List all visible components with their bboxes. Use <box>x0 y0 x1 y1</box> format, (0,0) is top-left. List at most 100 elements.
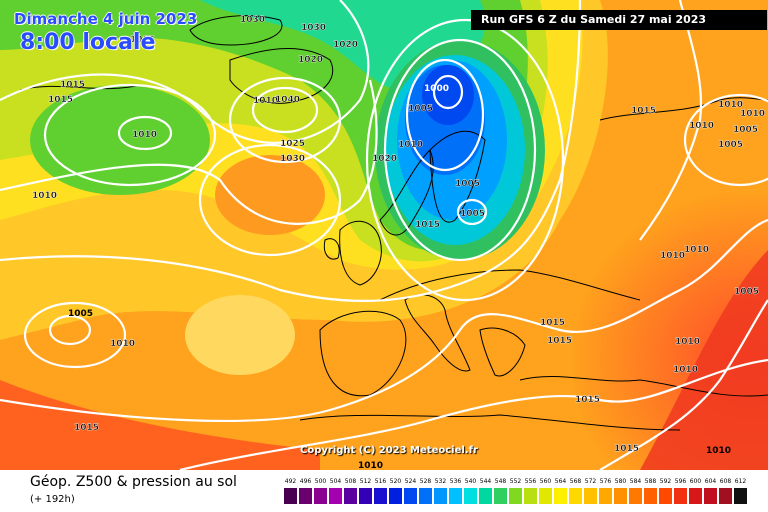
isobar-label: 1015 <box>48 95 73 105</box>
scale-label: 572 <box>584 478 597 485</box>
scale-swatch <box>284 488 297 504</box>
scale-swatch <box>704 488 717 504</box>
isobar-label: 1030 <box>301 23 326 33</box>
isobar-label: 1015 <box>540 318 565 328</box>
isobar-label: 1020 <box>372 154 397 164</box>
scale-label: 520 <box>389 478 402 485</box>
isobar-label: 1005 <box>718 140 743 150</box>
isobar-label: 1015 <box>60 80 85 90</box>
isobar-label: 1005 <box>408 104 433 114</box>
isobar-label: 1025 <box>280 139 305 149</box>
field-azores-light <box>185 295 295 375</box>
isobar-label: 1030 <box>280 154 305 164</box>
scale-swatch <box>584 488 597 504</box>
isobar-label: 1010 <box>673 365 698 375</box>
scale-label: 540 <box>464 478 477 485</box>
coastlines <box>19 15 768 431</box>
isobar-label: 1010 <box>718 100 743 110</box>
scale-label: 604 <box>704 478 717 485</box>
isobar-label: 1005 <box>460 209 485 219</box>
scale-label: 536 <box>449 478 462 485</box>
isobar-label: 1005 <box>68 309 93 319</box>
scale-label: 516 <box>374 478 387 485</box>
scale-label: 588 <box>644 478 657 485</box>
scale-label: 500 <box>314 478 327 485</box>
isobar-label: 1015 <box>130 35 155 45</box>
isobar-label: 1005 <box>734 287 759 297</box>
isobar-label: 1000 <box>424 84 449 94</box>
isobar-label: 1010 <box>358 461 383 470</box>
scale-swatch <box>674 488 687 504</box>
scale-label: 580 <box>614 478 627 485</box>
scale-swatch <box>509 488 522 504</box>
scale-swatch <box>344 488 357 504</box>
isobar-label: 1010 <box>32 191 57 201</box>
isobar-label: 1010 <box>110 339 135 349</box>
scale-swatch <box>614 488 627 504</box>
scale-swatch <box>734 488 747 504</box>
scale-swatch <box>524 488 537 504</box>
scale-swatch <box>389 488 402 504</box>
scale-label: 512 <box>359 478 372 485</box>
isobar-label: 1015 <box>74 423 99 433</box>
scale-swatch <box>299 488 312 504</box>
model-run-banner: Run GFS 6 Z du Samedi 27 mai 2023 <box>471 10 767 30</box>
field-trough-core <box>422 65 474 125</box>
scale-swatch <box>554 488 567 504</box>
scale-swatch <box>659 488 672 504</box>
isobar-label: 1015 <box>575 395 600 405</box>
scale-label: 576 <box>599 478 612 485</box>
scale-swatch <box>419 488 432 504</box>
isobar-label: 1010 <box>132 130 157 140</box>
isobar-label: 1010 <box>660 251 685 261</box>
scale-label: 556 <box>524 478 537 485</box>
isobar-label: 1030 <box>240 15 265 25</box>
scale-label: 584 <box>629 478 642 485</box>
scale-swatch <box>599 488 612 504</box>
isobar-label: 1005 <box>455 179 480 189</box>
scale-swatch <box>644 488 657 504</box>
field-green-atlantic <box>30 85 210 195</box>
copyright-notice: Copyright (C) 2023 Meteociel.fr <box>300 445 478 456</box>
isobar-label: 1010 <box>675 337 700 347</box>
field-south-red <box>0 380 320 470</box>
scale-label: 608 <box>719 478 732 485</box>
pressure-map: 1030 1030 1015 1020 1015 1015 1010 1010 … <box>0 0 768 470</box>
scale-swatch <box>359 488 372 504</box>
forecast-date: Dimanche 4 juin 2023 <box>14 10 198 28</box>
scale-swatch <box>629 488 642 504</box>
isobar-label: 1015 <box>614 444 639 454</box>
field-east-red <box>640 250 768 470</box>
scale-swatch <box>539 488 552 504</box>
isobar-label: 1040 <box>275 95 300 105</box>
scale-label: 532 <box>434 478 447 485</box>
scale-swatch <box>719 488 732 504</box>
scale-label: 508 <box>344 478 357 485</box>
scale-label: 496 <box>299 478 312 485</box>
scale-label: 492 <box>284 478 297 485</box>
isobar-label: 1010 <box>706 446 731 456</box>
isobar-label: 1010 <box>689 121 714 131</box>
legend-subtitle: (+ 192h) <box>30 494 75 505</box>
scale-label: 600 <box>689 478 702 485</box>
isobar-label: 1015 <box>415 220 440 230</box>
isobar-label: 1020 <box>298 55 323 65</box>
isobars <box>0 0 768 470</box>
scale-swatch <box>689 488 702 504</box>
scale-swatch <box>434 488 447 504</box>
scale-label: 548 <box>494 478 507 485</box>
legend-title: Géop. Z500 & pression au sol <box>30 474 237 490</box>
isobar-label: 1005 <box>733 125 758 135</box>
isobar-label: 1015 <box>631 106 656 116</box>
isobar-label: 1015 <box>547 336 572 346</box>
scale-label: 504 <box>329 478 342 485</box>
scale-label: 596 <box>674 478 687 485</box>
scale-swatch <box>329 488 342 504</box>
isobar-label: 1010 <box>253 96 278 106</box>
isobar-label: 1010 <box>684 245 709 255</box>
scale-label: 612 <box>734 478 747 485</box>
scale-label: 544 <box>479 478 492 485</box>
scale-label: 552 <box>509 478 522 485</box>
scale-label: 560 <box>539 478 552 485</box>
scale-swatch <box>314 488 327 504</box>
